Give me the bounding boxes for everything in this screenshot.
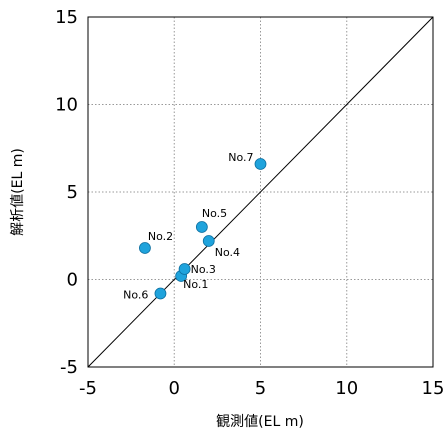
data-point xyxy=(139,242,151,254)
y-tick-label: -5 xyxy=(60,357,78,378)
x-tick-labels: -5 0 5 10 15 xyxy=(79,378,443,399)
points-layer xyxy=(139,158,267,300)
data-point xyxy=(254,158,267,170)
y-tick-labels: -5 0 5 10 15 xyxy=(55,7,78,378)
point-label: No.2 xyxy=(148,230,173,243)
point-label: No.1 xyxy=(183,278,208,291)
point-label: No.3 xyxy=(191,263,216,276)
data-point xyxy=(178,263,191,275)
point-label: No.5 xyxy=(202,207,227,220)
y-tick-label: 0 xyxy=(67,270,78,291)
data-point xyxy=(195,221,208,233)
point-label: No.4 xyxy=(215,246,240,259)
y-tick-label: 10 xyxy=(55,95,78,116)
x-tick-label: 5 xyxy=(255,378,266,399)
data-point xyxy=(154,287,167,300)
x-tick-label: -5 xyxy=(79,378,97,399)
x-tick-label: 10 xyxy=(335,378,358,399)
y-tick-label: 5 xyxy=(67,182,78,203)
x-tick-label: 0 xyxy=(169,378,180,399)
y-tick-label: 15 xyxy=(55,7,78,28)
data-point xyxy=(202,235,215,247)
reference-line-y-equals-x xyxy=(87,16,434,368)
point-labels-layer: No.1 No.2 No.3 No.4 No.5 No.6 No.7 xyxy=(123,151,253,302)
point-label: No.6 xyxy=(123,289,148,302)
x-tick-label: 15 xyxy=(422,378,443,399)
x-axis-label: 観測値(EL m) xyxy=(216,413,304,430)
point-label: No.7 xyxy=(228,151,253,164)
plot-frame xyxy=(87,16,434,368)
y-axis-label: 解析値(EL m) xyxy=(10,148,26,236)
